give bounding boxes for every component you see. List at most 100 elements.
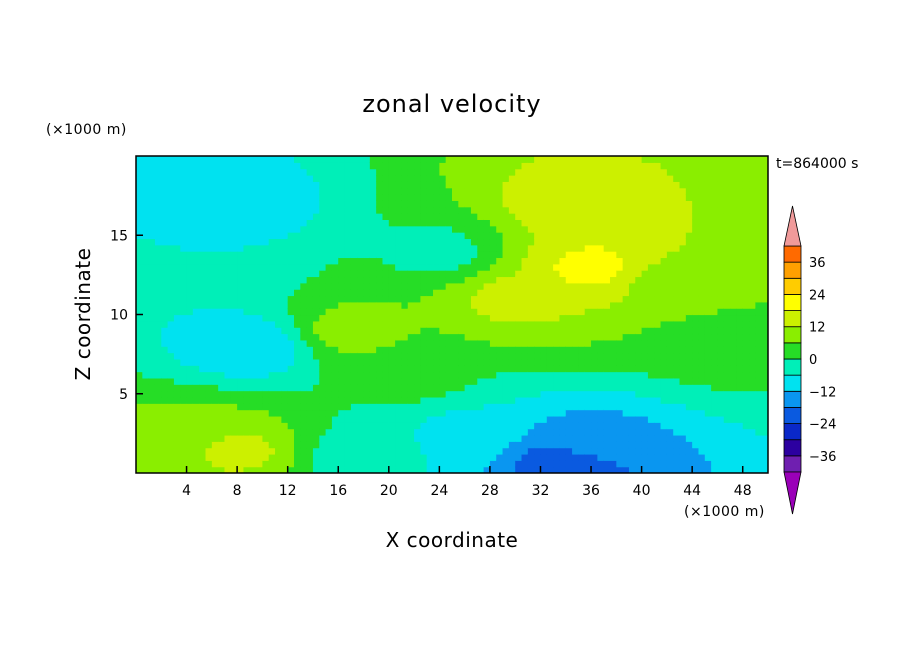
contour-cell xyxy=(591,263,598,271)
contour-cell xyxy=(161,447,169,455)
contour-cell xyxy=(300,270,308,278)
contour-cell xyxy=(578,194,586,201)
contour-cell xyxy=(736,187,744,195)
contour-cell xyxy=(319,289,327,297)
contour-cell xyxy=(685,327,693,335)
contour-cell xyxy=(666,415,674,423)
contour-cell xyxy=(628,441,636,449)
contour-cell xyxy=(628,320,636,328)
contour-cell xyxy=(755,384,763,392)
contour-cell xyxy=(565,244,573,252)
contour-cell xyxy=(464,314,472,322)
contour-cell xyxy=(350,257,358,265)
contour-cell xyxy=(553,466,561,473)
contour-cell xyxy=(654,434,662,442)
contour-cell xyxy=(363,175,371,182)
contour-cell xyxy=(597,270,605,278)
contour-cell xyxy=(647,447,655,455)
contour-cell xyxy=(559,396,567,404)
contour-cell xyxy=(344,308,352,316)
contour-cell xyxy=(344,409,352,417)
contour-cell xyxy=(489,194,497,201)
contour-cell xyxy=(256,187,263,195)
contour-cell xyxy=(736,339,744,347)
contour-cell xyxy=(338,282,346,290)
contour-cell xyxy=(572,175,579,182)
contour-cell xyxy=(477,232,485,240)
contour-cell xyxy=(483,232,491,240)
contour-cell xyxy=(546,295,554,303)
contour-cell xyxy=(742,396,750,404)
contour-cell xyxy=(205,390,213,398)
contour-cell xyxy=(534,225,542,233)
contour-cell xyxy=(350,251,358,259)
contour-cell xyxy=(502,225,510,233)
contour-cell xyxy=(749,384,756,392)
contour-cell xyxy=(395,447,403,455)
contour-cell xyxy=(426,371,434,379)
contour-cell xyxy=(224,409,232,417)
contour-cell xyxy=(230,232,238,240)
contour-cell xyxy=(256,175,263,182)
contour-cell xyxy=(294,244,301,252)
contour-cell xyxy=(180,453,188,461)
contour-cell xyxy=(294,314,301,322)
contour-cell xyxy=(736,270,744,278)
contour-cell xyxy=(647,384,655,392)
contour-cell xyxy=(281,428,289,436)
contour-cell xyxy=(395,289,403,297)
contour-cell xyxy=(382,365,390,373)
contour-cell xyxy=(142,175,150,182)
contour-cell xyxy=(205,263,213,271)
contour-cell xyxy=(407,187,415,195)
contour-cell xyxy=(148,263,156,271)
contour-cell xyxy=(755,301,763,309)
contour-cell xyxy=(698,244,706,252)
contour-cell xyxy=(736,466,744,473)
contour-cell xyxy=(489,238,497,246)
contour-cell xyxy=(635,187,643,195)
contour-cell xyxy=(597,301,605,309)
contour-cell xyxy=(597,263,605,271)
contour-cell xyxy=(534,162,542,170)
contour-cell xyxy=(154,314,162,322)
contour-cell xyxy=(654,396,662,404)
contour-cell xyxy=(502,365,510,373)
contour-cell xyxy=(534,377,542,385)
contour-cell xyxy=(376,466,384,473)
contour-cell xyxy=(426,206,434,214)
contour-cell xyxy=(610,371,617,379)
contour-cell xyxy=(306,257,314,265)
contour-cell xyxy=(508,339,516,347)
contour-cell xyxy=(641,194,649,201)
contour-cell xyxy=(704,257,712,265)
contour-cell xyxy=(395,257,403,265)
contour-cell xyxy=(578,371,586,379)
contour-cell xyxy=(433,187,440,195)
contour-cell xyxy=(445,460,453,468)
contour-cell xyxy=(470,409,478,417)
contour-cell xyxy=(591,270,598,278)
contour-cell xyxy=(679,308,687,316)
contour-cell xyxy=(742,466,750,473)
contour-cell xyxy=(363,390,371,398)
contour-cell xyxy=(401,403,409,411)
contour-cell xyxy=(395,263,403,271)
contour-cell xyxy=(717,181,725,189)
contour-cell xyxy=(388,301,396,309)
contour-cell xyxy=(761,276,768,284)
contour-cell xyxy=(180,200,188,208)
contour-cell xyxy=(142,244,150,252)
contour-cell xyxy=(262,289,270,297)
contour-cell xyxy=(685,434,693,442)
contour-cell xyxy=(521,238,529,246)
contour-cell xyxy=(591,320,598,328)
contour-cell xyxy=(148,168,156,176)
contour-cell xyxy=(154,390,162,398)
contour-cell xyxy=(445,225,453,233)
contour-cell xyxy=(142,371,150,379)
contour-cell xyxy=(173,371,181,379)
contour-cell xyxy=(553,225,561,233)
contour-cell xyxy=(584,232,592,240)
contour-cell xyxy=(154,352,162,360)
